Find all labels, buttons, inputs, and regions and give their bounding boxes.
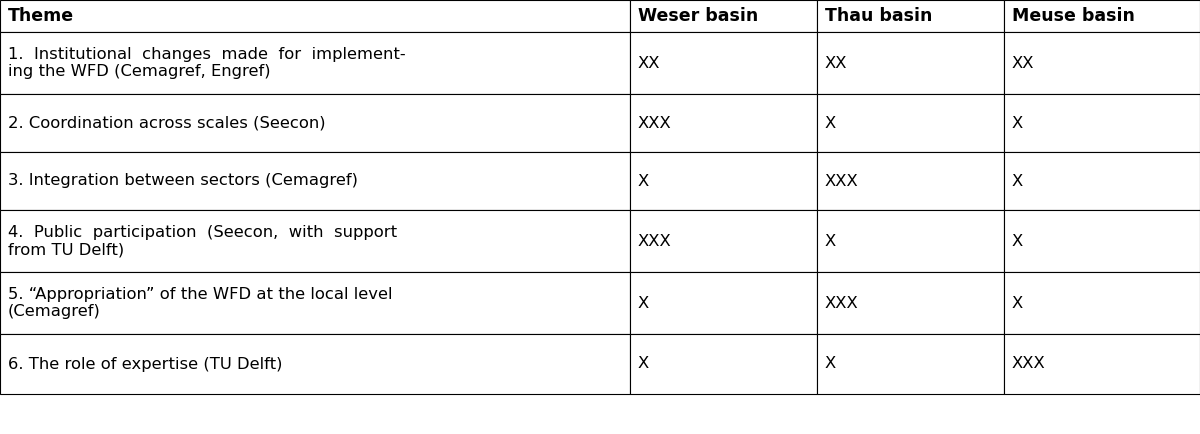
Text: XXX: XXX: [638, 115, 672, 131]
Text: XX: XX: [638, 56, 660, 70]
Bar: [630, 272, 817, 334]
Text: 3. Integration between sectors (Cemagref): 3. Integration between sectors (Cemagref…: [8, 174, 358, 188]
Bar: [1004, 32, 1200, 94]
Bar: [1004, 0, 1200, 32]
Bar: [0, 152, 630, 210]
Bar: [630, 210, 817, 272]
Bar: [630, 32, 817, 94]
Bar: [1004, 94, 1200, 152]
Text: XXX: XXX: [826, 296, 859, 310]
Bar: [0, 32, 630, 94]
Text: Weser basin: Weser basin: [638, 7, 758, 25]
Text: 5. “Appropriation” of the WFD at the local level
(Cemagref): 5. “Appropriation” of the WFD at the loc…: [8, 287, 392, 319]
Text: X: X: [1012, 296, 1024, 310]
Text: X: X: [1012, 174, 1024, 188]
Bar: [817, 152, 1004, 210]
Text: X: X: [638, 296, 649, 310]
Bar: [1004, 210, 1200, 272]
Text: X: X: [826, 233, 836, 249]
Text: XXX: XXX: [1012, 356, 1045, 372]
Text: XXX: XXX: [826, 174, 859, 188]
Text: 6. The role of expertise (TU Delft): 6. The role of expertise (TU Delft): [8, 356, 282, 372]
Text: XX: XX: [1012, 56, 1034, 70]
Text: X: X: [638, 356, 649, 372]
Text: XXX: XXX: [638, 233, 672, 249]
Bar: [0, 210, 630, 272]
Text: XX: XX: [826, 56, 847, 70]
Bar: [630, 94, 817, 152]
Text: X: X: [638, 174, 649, 188]
Bar: [0, 272, 630, 334]
Bar: [0, 0, 630, 32]
Bar: [817, 272, 1004, 334]
Bar: [817, 32, 1004, 94]
Text: X: X: [1012, 115, 1024, 131]
Bar: [1004, 152, 1200, 210]
Text: X: X: [826, 115, 836, 131]
Text: 2. Coordination across scales (Seecon): 2. Coordination across scales (Seecon): [8, 115, 325, 131]
Bar: [817, 334, 1004, 394]
Text: Meuse basin: Meuse basin: [1012, 7, 1135, 25]
Text: 1.  Institutional  changes  made  for  implement-
ing the WFD (Cemagref, Engref): 1. Institutional changes made for implem…: [8, 47, 406, 79]
Text: Thau basin: Thau basin: [826, 7, 932, 25]
Bar: [0, 94, 630, 152]
Bar: [1004, 272, 1200, 334]
Bar: [817, 0, 1004, 32]
Text: Theme: Theme: [8, 7, 74, 25]
Bar: [1004, 334, 1200, 394]
Bar: [817, 94, 1004, 152]
Bar: [630, 334, 817, 394]
Bar: [0, 334, 630, 394]
Bar: [817, 210, 1004, 272]
Bar: [630, 152, 817, 210]
Bar: [630, 0, 817, 32]
Text: 4.  Public  participation  (Seecon,  with  support
from TU Delft): 4. Public participation (Seecon, with su…: [8, 225, 397, 257]
Text: X: X: [1012, 233, 1024, 249]
Text: X: X: [826, 356, 836, 372]
